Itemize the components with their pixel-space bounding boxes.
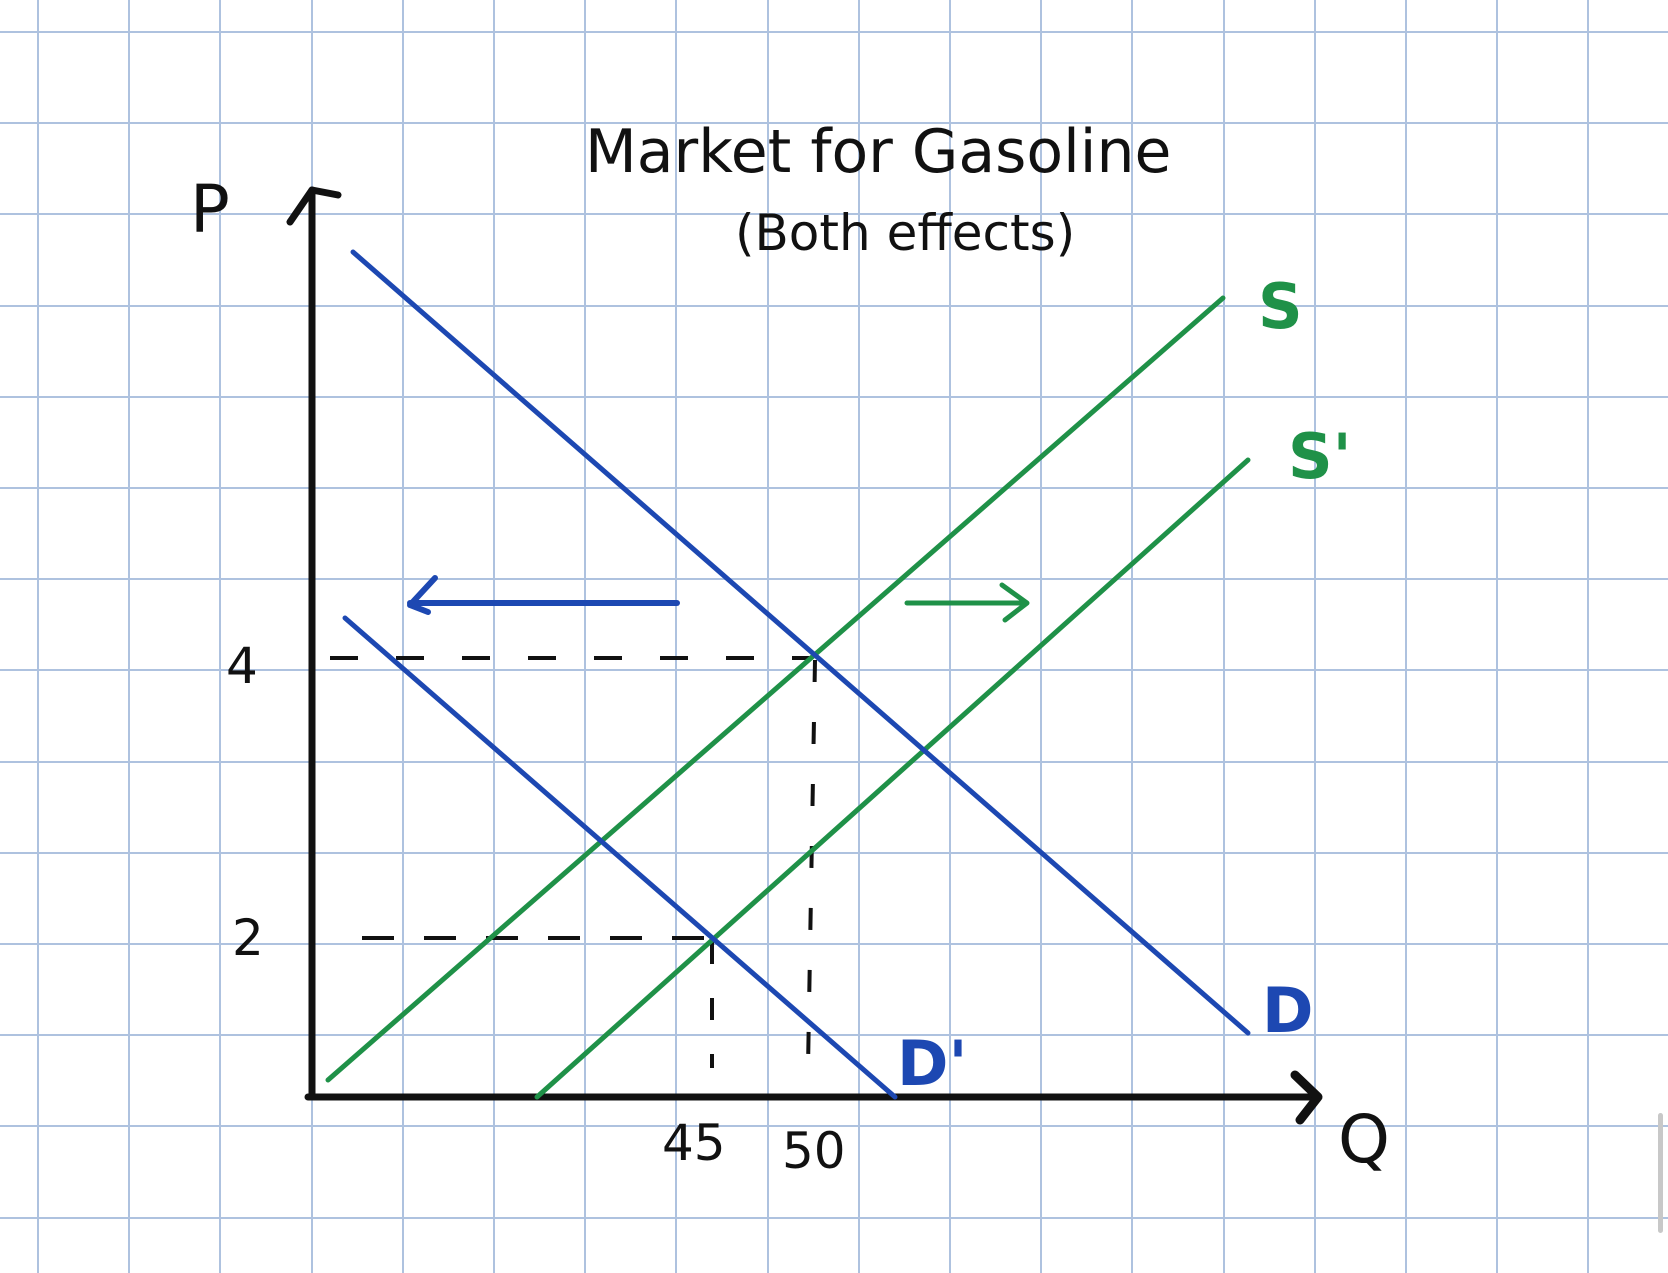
price-tick-4: 4 <box>226 637 258 695</box>
shift-arrows <box>410 578 1027 620</box>
quantity-50-guide <box>808 660 815 1068</box>
supply-label-s: S <box>1258 270 1303 343</box>
supply-curve-s <box>328 298 1223 1080</box>
quantity-tick-45: 45 <box>662 1114 726 1172</box>
demand-curve-d <box>353 252 1248 1033</box>
vertical-scrollbar[interactable] <box>1658 1113 1663 1233</box>
supply-label-s-prime: S' <box>1288 420 1352 493</box>
supply-curve-s-prime <box>537 460 1248 1097</box>
chart-title: Market for Gasoline <box>585 117 1171 187</box>
price-axis-label: P <box>190 171 230 248</box>
price-tick-2: 2 <box>232 909 264 967</box>
quantity-tick-50: 50 <box>782 1122 846 1180</box>
demand-label-d-prime: D' <box>897 1027 967 1100</box>
curve-labels: S S' D D' <box>897 270 1352 1100</box>
chart-subtitle: (Both effects) <box>735 204 1075 262</box>
quantity-axis-label: Q <box>1338 1101 1390 1178</box>
demand-shift-arrowhead <box>410 578 435 612</box>
demand-label-d: D <box>1262 974 1313 1047</box>
curves <box>328 252 1248 1097</box>
